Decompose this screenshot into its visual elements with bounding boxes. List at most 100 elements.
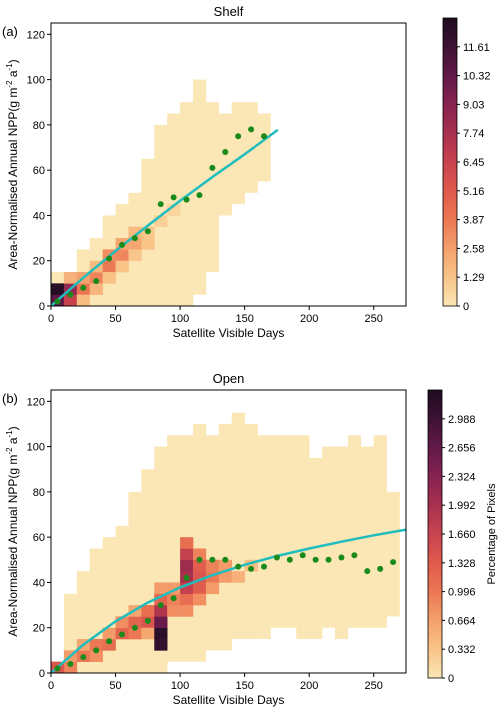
heatmap-cell [180, 559, 194, 572]
y-tick-label: 100 [27, 75, 45, 87]
heatmap-column [296, 435, 310, 640]
colorbar-tick-label: 2.988 [448, 414, 476, 426]
x-tick-label: 100 [171, 313, 189, 325]
y-axis-label-part: a [6, 70, 20, 80]
heatmap-cell [231, 571, 245, 583]
x-tick-label: 150 [235, 680, 253, 692]
binned-mean-point [209, 164, 216, 171]
binned-mean-point [93, 647, 100, 654]
plot-area [51, 79, 279, 306]
heatmap-cell [193, 548, 207, 561]
y-tick-label: 0 [39, 668, 45, 680]
binned-mean-point [67, 660, 74, 667]
binned-mean-point [54, 298, 61, 305]
x-tick-label: 200 [300, 680, 318, 692]
colorbar-tick-label: 10.32 [463, 71, 491, 83]
colorbar-tick-label: 1.29 [463, 272, 484, 284]
binned-mean-point [106, 638, 113, 645]
binned-mean-point [67, 291, 74, 298]
heatmap-column [205, 102, 220, 273]
colorbar-tick-label: 1.992 [448, 500, 476, 512]
binned-mean-point [390, 559, 397, 566]
heatmap-cell [193, 582, 207, 595]
plot-frame [50, 22, 407, 307]
heatmap-column [218, 423, 233, 651]
heatmap-cell [115, 260, 129, 273]
binned-mean-point [209, 556, 216, 563]
y-tick-label: 60 [33, 165, 45, 177]
binned-mean-point [261, 133, 267, 140]
binned-mean-point [261, 563, 267, 570]
binned-mean-point [131, 624, 138, 631]
x-tick-label: 0 [48, 680, 54, 692]
fit-curve [51, 528, 406, 673]
heatmap-cell [218, 571, 233, 583]
y-axis-label: Area-Normalised Annual NPP(g m-2 a-1) [5, 59, 20, 269]
heatmap-column [128, 491, 142, 673]
x-tick-label: 150 [235, 313, 253, 325]
heatmap-cell [154, 593, 168, 606]
heatmap-cell [51, 283, 65, 295]
y-tick-label: 100 [27, 442, 45, 454]
heatmap-column [283, 435, 297, 628]
x-axis-label: Satellite Visible Days [173, 693, 285, 707]
binned-mean-point [183, 196, 190, 203]
colorbar [427, 389, 443, 679]
heatmap-cell [141, 627, 155, 640]
heatmap-cell [115, 616, 129, 629]
y-tick-label: 80 [33, 120, 45, 132]
x-tick-label: 50 [109, 313, 121, 325]
x-axis-label: Satellite Visible Days [173, 326, 285, 340]
binned-mean-point [157, 602, 164, 609]
heatmap-cell [154, 605, 168, 617]
y-axis-label: Area-Normalised Annual NPP(g m-2 a-1) [5, 426, 20, 636]
heatmap-cell [102, 260, 116, 273]
binned-mean-point [170, 595, 177, 602]
binned-mean-point [144, 228, 151, 235]
colorbar-tick-label: 0.332 [448, 644, 476, 656]
fit-curve [51, 129, 279, 306]
heatmap-column [257, 435, 271, 640]
binned-mean-point [351, 552, 358, 559]
binned-mean-point [273, 554, 280, 561]
binned-mean-point [80, 284, 87, 291]
heatmap-column [218, 113, 233, 216]
binned-mean-point [196, 556, 203, 563]
heatmap-cell [63, 294, 78, 306]
heatmap-cell [244, 559, 258, 572]
plot-area [51, 412, 406, 673]
heatmap-cell [154, 215, 168, 228]
heatmap-cell [128, 616, 142, 629]
x-tick-label: 0 [48, 313, 54, 325]
y-axis-label-part: Area-Normalised Annual NPP(g m [6, 455, 20, 637]
heatmap-column [193, 423, 207, 662]
binned-mean-point [170, 194, 177, 201]
binned-mean-point [235, 133, 242, 140]
heatmap-cell [180, 593, 194, 606]
colorbar-tick-label: 0 [463, 301, 469, 313]
heatmap-cell [102, 639, 116, 651]
colorbar-tick-label: 6.45 [463, 157, 484, 169]
heatmap-cell [128, 627, 142, 640]
y-tick-label: 40 [33, 577, 45, 589]
binned-mean-point [93, 278, 100, 285]
x-tick-label: 100 [171, 680, 189, 692]
heatmap-column [386, 491, 400, 617]
colorbar-tick-label: 0.664 [448, 615, 476, 627]
heatmap-cell [205, 582, 220, 595]
heatmap-cell [89, 639, 103, 651]
panel-shelf: 0 50 100 150 200 250 0 20 40 60 80 100 120 Satellite … [2, 4, 491, 340]
binned-mean-point [54, 665, 61, 672]
heatmap-cell [102, 272, 116, 284]
y-axis-label-superscript: -2 [5, 80, 14, 88]
binned-mean-point [131, 235, 138, 242]
x-tick-label: 50 [109, 680, 121, 692]
heatmap-column [347, 435, 362, 628]
y-axis-label-part: ) [6, 426, 20, 430]
panel-letter: (b) [2, 391, 18, 406]
panel-title: Open [213, 371, 245, 386]
colorbar-tick-label: 5.16 [463, 186, 484, 198]
heatmap-column [231, 412, 245, 640]
binned-mean-point [157, 201, 164, 208]
binned-mean-point [119, 631, 125, 638]
